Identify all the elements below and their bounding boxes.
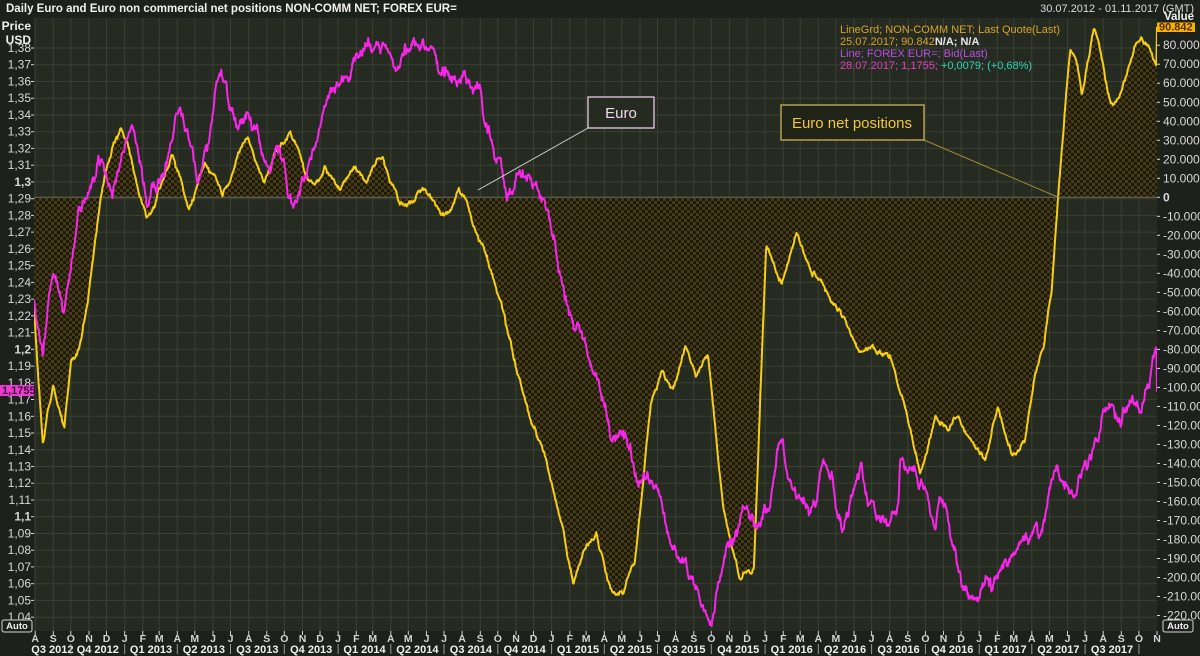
svg-text:Q1 2014: Q1 2014 (343, 644, 386, 656)
svg-text:1,22: 1,22 (8, 309, 32, 323)
svg-text:-10.000: -10.000 (1163, 209, 1200, 223)
svg-text:25.07.2017; 90.842N/A; N/A: 25.07.2017; 90.842N/A; N/A (840, 36, 979, 48)
svg-text:1,24: 1,24 (8, 275, 32, 289)
svg-text:Q4 2015: Q4 2015 (717, 644, 759, 656)
svg-text:1,15: 1,15 (8, 426, 32, 440)
svg-text:1,08: 1,08 (8, 543, 32, 557)
svg-text:1,12: 1,12 (8, 476, 32, 490)
svg-text:Euro: Euro (605, 105, 637, 122)
svg-text:-210.000: -210.000 (1163, 590, 1200, 604)
svg-text:10.000: 10.000 (1163, 171, 1200, 185)
svg-text:Q3 2017: Q3 2017 (1091, 644, 1133, 656)
svg-text:1,25: 1,25 (8, 259, 32, 273)
svg-text:80.000: 80.000 (1163, 38, 1200, 52)
svg-text:1,37: 1,37 (8, 58, 32, 72)
svg-text:30.000: 30.000 (1163, 133, 1200, 147)
svg-text:-100.000: -100.000 (1163, 380, 1200, 394)
svg-text:1,32: 1,32 (8, 141, 32, 155)
svg-text:USD: USD (6, 33, 32, 47)
svg-text:-80.000: -80.000 (1163, 342, 1200, 356)
svg-text:1,1: 1,1 (14, 510, 31, 524)
svg-text:Q3 2015: Q3 2015 (663, 644, 705, 656)
svg-text:Q4 2012: Q4 2012 (77, 644, 119, 656)
svg-text:Euro net positions: Euro net positions (792, 115, 912, 132)
svg-text:1,3: 1,3 (14, 175, 31, 189)
svg-text:40.000: 40.000 (1163, 114, 1200, 128)
svg-text:-20.000: -20.000 (1163, 228, 1200, 242)
svg-text:-120.000: -120.000 (1163, 418, 1200, 432)
svg-text:90.842: 90.842 (1159, 22, 1193, 34)
svg-text:1,35: 1,35 (8, 91, 32, 105)
svg-text:Q2 2014: Q2 2014 (396, 644, 439, 656)
svg-text:-90.000: -90.000 (1163, 361, 1200, 375)
svg-text:1,19: 1,19 (8, 359, 32, 373)
svg-text:1,28: 1,28 (8, 208, 32, 222)
svg-text:1,31: 1,31 (8, 158, 32, 172)
svg-text:Auto: Auto (1167, 621, 1189, 632)
svg-text:0: 0 (1163, 190, 1170, 204)
svg-text:Q1 2013: Q1 2013 (130, 644, 172, 656)
svg-text:Q4 2016: Q4 2016 (931, 644, 973, 656)
svg-text:1,13: 1,13 (8, 460, 32, 474)
svg-text:1,06: 1,06 (8, 577, 32, 591)
svg-text:-30.000: -30.000 (1163, 247, 1200, 261)
svg-text:1,29: 1,29 (8, 192, 32, 206)
svg-text:1,1755: 1,1755 (2, 385, 36, 397)
svg-text:Auto: Auto (6, 621, 28, 632)
svg-text:1,09: 1,09 (8, 527, 32, 541)
svg-text:-180.000: -180.000 (1163, 533, 1200, 547)
svg-text:Q2 2017: Q2 2017 (1037, 644, 1079, 656)
svg-text:-60.000: -60.000 (1163, 304, 1200, 318)
svg-text:Q4 2014: Q4 2014 (504, 644, 547, 656)
svg-text:Q3 2014: Q3 2014 (450, 644, 493, 656)
svg-text:-170.000: -170.000 (1163, 514, 1200, 528)
svg-text:Q3 2013: Q3 2013 (236, 644, 278, 656)
svg-text:-140.000: -140.000 (1163, 456, 1200, 470)
svg-text:1,2: 1,2 (14, 342, 31, 356)
svg-text:1,26: 1,26 (8, 242, 32, 256)
svg-text:1,16: 1,16 (8, 409, 32, 423)
svg-text:-70.000: -70.000 (1163, 323, 1200, 337)
svg-text:1,23: 1,23 (8, 292, 32, 306)
svg-text:60.000: 60.000 (1163, 76, 1200, 90)
svg-text:Line; FOREX EUR=; Bid(Last): Line; FOREX EUR=; Bid(Last) (840, 48, 988, 60)
svg-text:1,21: 1,21 (8, 326, 32, 340)
svg-text:-190.000: -190.000 (1163, 552, 1200, 566)
svg-text:Daily Euro and Euro non commer: Daily Euro and Euro non commercial net p… (6, 3, 457, 15)
svg-text:-130.000: -130.000 (1163, 437, 1200, 451)
svg-text:1,36: 1,36 (8, 75, 32, 89)
svg-text:Q1 2016: Q1 2016 (771, 644, 813, 656)
svg-text:LineGrd; NON-COMM NET; Last Qu: LineGrd; NON-COMM NET; Last Quote(Last) (840, 24, 1060, 36)
svg-text:Q4 2013: Q4 2013 (290, 644, 332, 656)
svg-text:-160.000: -160.000 (1163, 495, 1200, 509)
svg-text:Q1 2017: Q1 2017 (984, 644, 1026, 656)
svg-text:70.000: 70.000 (1163, 57, 1200, 71)
svg-text:-40.000: -40.000 (1163, 266, 1200, 280)
svg-text:Price: Price (2, 19, 32, 33)
svg-text:1,07: 1,07 (8, 560, 32, 574)
svg-text:Q1 2015: Q1 2015 (557, 644, 599, 656)
svg-text:1,11: 1,11 (9, 493, 32, 507)
svg-text:50.000: 50.000 (1163, 95, 1200, 109)
svg-text:1,33: 1,33 (8, 125, 32, 139)
svg-text:Q3 2016: Q3 2016 (877, 644, 919, 656)
svg-text:28.07.2017; 1,1755; +0,0079; (: 28.07.2017; 1,1755; +0,0079; (+0,68%) (840, 60, 1032, 72)
svg-text:Q3 2012: Q3 2012 (31, 644, 73, 656)
svg-text:Q2 2016: Q2 2016 (824, 644, 866, 656)
svg-text:1,14: 1,14 (8, 443, 32, 457)
svg-text:-200.000: -200.000 (1163, 571, 1200, 585)
svg-text:Q2 2013: Q2 2013 (183, 644, 225, 656)
svg-text:Q2 2015: Q2 2015 (610, 644, 652, 656)
svg-text:-110.000: -110.000 (1163, 399, 1200, 413)
svg-text:1,05: 1,05 (8, 593, 32, 607)
svg-text:-50.000: -50.000 (1163, 285, 1200, 299)
svg-text:20.000: 20.000 (1163, 152, 1200, 166)
svg-text:1,34: 1,34 (8, 108, 32, 122)
svg-text:1,27: 1,27 (8, 225, 32, 239)
svg-text:-150.000: -150.000 (1163, 475, 1200, 489)
